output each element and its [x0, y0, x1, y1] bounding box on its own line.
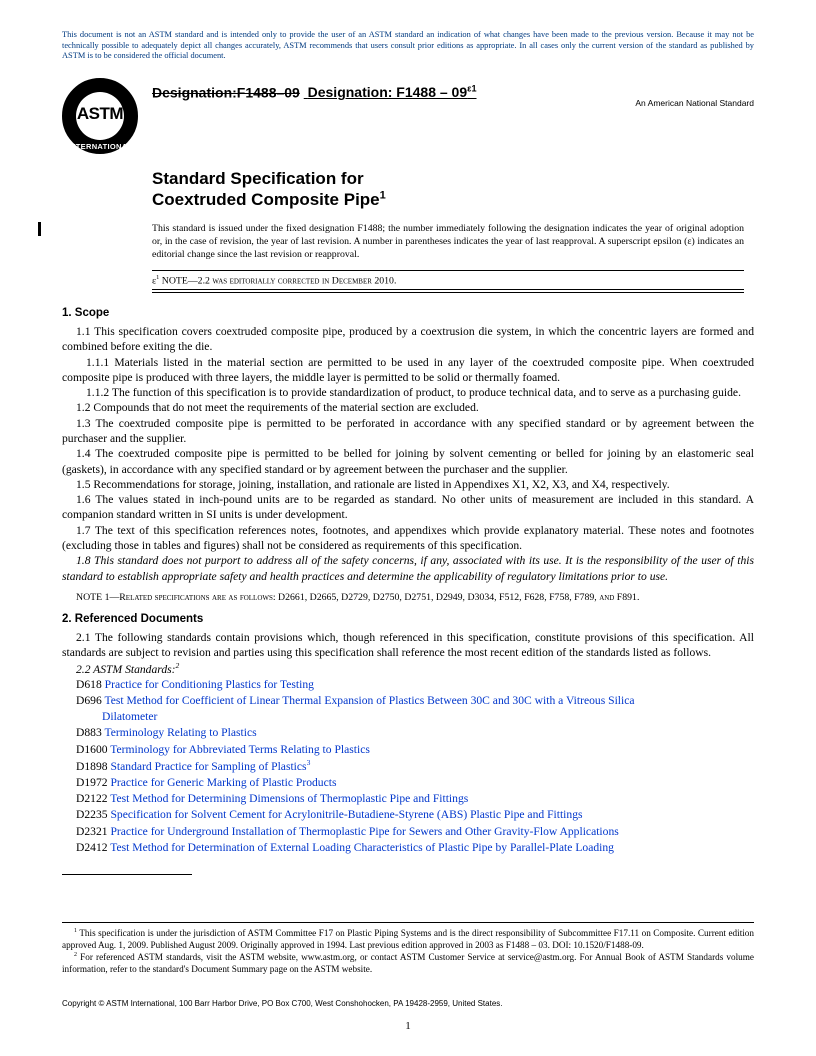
standard-code: D1972 — [76, 776, 110, 789]
standard-code: D618 — [76, 678, 105, 691]
fn2-text: For referenced ASTM standards, visit the… — [62, 952, 754, 974]
standard-entry: D2122 Test Method for Determining Dimens… — [62, 791, 754, 807]
disclaimer-text: This document is not an ASTM standard an… — [62, 30, 754, 62]
standard-link[interactable]: Test Method for Determination of Externa… — [110, 841, 614, 854]
standard-sup: 3 — [307, 758, 311, 767]
page-number: 1 — [0, 1020, 816, 1032]
epsilon-note: ε1 NOTE—2.2 was editorially corrected in… — [152, 270, 744, 293]
standard-code: D2235 — [76, 808, 110, 821]
astm-std-sup: 2 — [176, 661, 180, 670]
p-1-3: 1.3 The coextruded composite pipe is per… — [62, 416, 754, 447]
title-line1: Standard Specification for — [152, 169, 364, 188]
p-1-1: 1.1 This specification covers coextruded… — [62, 324, 754, 355]
p-1-2: 1.2 Compounds that do not meet the requi… — [62, 400, 754, 415]
standard-link[interactable]: Specification for Solvent Cement for Acr… — [110, 808, 582, 821]
standard-link[interactable]: Terminology Relating to Plastics — [104, 726, 256, 739]
p-1-1-2: 1.1.2 The function of this specification… — [62, 385, 754, 400]
copyright: Copyright © ASTM International, 100 Barr… — [62, 999, 754, 1008]
standard-link[interactable]: Test Method for Determining Dimensions o… — [110, 792, 468, 805]
standard-entry: D1898 Standard Practice for Sampling of … — [62, 758, 754, 775]
footnote-2: 2 For referenced ASTM standards, visit t… — [62, 952, 754, 976]
note1-text: NOTE 1—Related specifications are as fol… — [76, 592, 639, 603]
standard-entry: D2235 Specification for Solvent Cement f… — [62, 807, 754, 823]
standard-entry: D696 Test Method for Coefficient of Line… — [62, 693, 754, 709]
title-sup: 1 — [380, 189, 386, 201]
issuance-note: This standard is issued under the fixed … — [152, 222, 744, 262]
standard-link[interactable]: Terminology for Abbreviated Terms Relati… — [110, 743, 370, 756]
ans-label: An American National Standard — [635, 98, 754, 108]
p-1-8: 1.8 This standard does not purport to ad… — [62, 553, 754, 584]
header: ASTM INTERNATIONAL Designation:F1488–09 … — [62, 78, 754, 154]
note-1: NOTE 1—Related specifications are as fol… — [62, 592, 754, 603]
standard-link[interactable]: Practice for Underground Installation of… — [110, 825, 618, 838]
scope-body: 1.1 This specification covers coextruded… — [62, 324, 754, 584]
standard-entry: D2321 Practice for Underground Installat… — [62, 824, 754, 840]
footnote-1: 1 This specification is under the jurisd… — [62, 928, 754, 952]
logo-top: ASTM — [62, 104, 138, 124]
standard-code: D2412 — [76, 841, 110, 854]
refdocs-heading: 2. Referenced Documents — [62, 613, 754, 625]
title-line2: Coextruded Composite Pipe — [152, 190, 380, 209]
p-2-2: 2.2 ASTM Standards:2 — [62, 661, 754, 677]
standard-code: D696 — [76, 694, 104, 707]
standard-entry: D1600 Terminology for Abbreviated Terms … — [62, 742, 754, 758]
p-1-7: 1.7 The text of this specification refer… — [62, 523, 754, 554]
logo-bottom: INTERNATIONAL — [62, 142, 138, 151]
standard-link[interactable]: Practice for Generic Marking of Plastic … — [110, 776, 336, 789]
standard-link[interactable]: Standard Practice for Sampling of Plasti… — [110, 760, 306, 773]
standard-code: D1898 — [76, 760, 110, 773]
scope-heading: 1. Scope — [62, 307, 754, 319]
p-2-1: 2.1 The following standards contain prov… — [62, 630, 754, 661]
standard-entry: D618 Practice for Conditioning Plastics … — [62, 677, 754, 693]
designation-epsilon: ε1 — [467, 84, 476, 94]
p-1-5: 1.5 Recommendations for storage, joining… — [62, 477, 754, 492]
standard-link[interactable]: Test Method for Coefficient of Linear Th… — [104, 694, 634, 707]
p-1-1-1: 1.1.1 Materials listed in the material s… — [62, 355, 754, 386]
standard-link-cont[interactable]: Dilatometer — [62, 709, 754, 725]
standard-code: D2321 — [76, 825, 110, 838]
eps-text: NOTE—2.2 was editorially corrected in De… — [159, 275, 396, 286]
footnote-rule — [62, 874, 192, 875]
change-bar — [38, 222, 41, 236]
title-block: Standard Specification for Coextruded Co… — [152, 168, 754, 211]
standard-code: D883 — [76, 726, 104, 739]
refdocs-body: 2.1 The following standards contain prov… — [62, 630, 754, 677]
fn1-text: This specification is under the jurisdic… — [62, 928, 754, 950]
standard-link[interactable]: Practice for Conditioning Plastics for T… — [105, 678, 314, 691]
old-designation: Designation:F1488–09 — [152, 84, 300, 100]
p-1-4: 1.4 The coextruded composite pipe is per… — [62, 446, 754, 477]
standard-code: D2122 — [76, 792, 110, 805]
astm-logo: ASTM INTERNATIONAL — [62, 78, 138, 154]
astm-std-label: 2.2 ASTM Standards: — [76, 662, 176, 675]
standard-entry: D883 Terminology Relating to Plastics — [62, 725, 754, 741]
new-designation: Designation: F1488 – 09 — [308, 84, 468, 100]
standard-entry: D2412 Test Method for Determination of E… — [62, 840, 754, 856]
standard-code: D1600 — [76, 743, 110, 756]
standard-entry: D1972 Practice for Generic Marking of Pl… — [62, 775, 754, 791]
standards-list: D618 Practice for Conditioning Plastics … — [62, 677, 754, 856]
footnotes: 1 This specification is under the jurisd… — [62, 922, 754, 976]
p-1-6: 1.6 The values stated in inch-pound unit… — [62, 492, 754, 523]
